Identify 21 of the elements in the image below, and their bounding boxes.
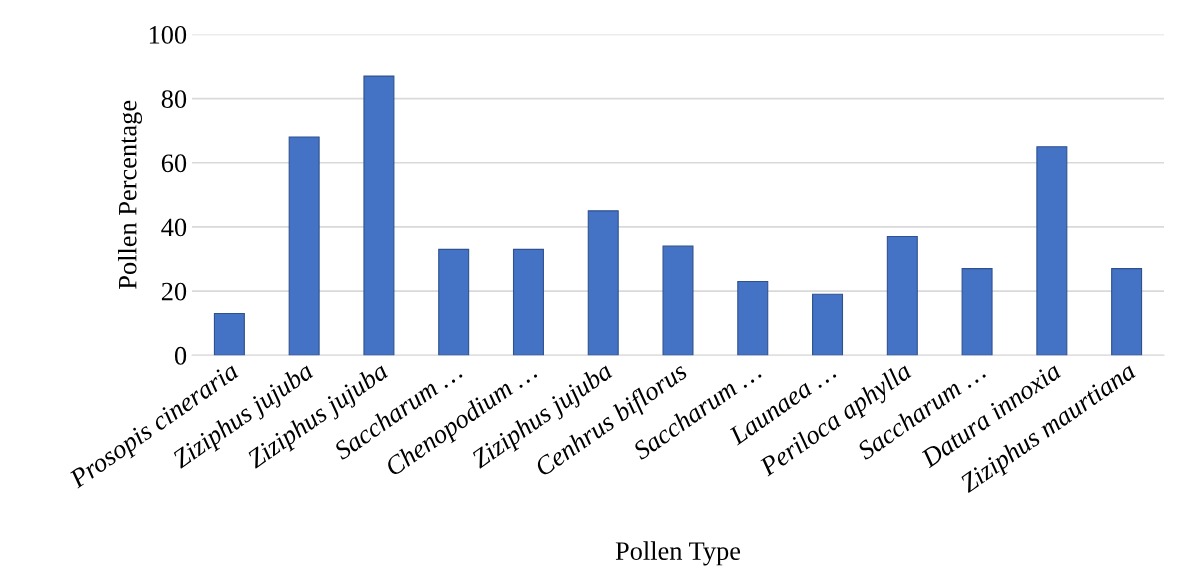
y-tick-label: 100: [149, 25, 187, 44]
x-axis-title: Pollen Type: [615, 541, 741, 566]
bar: [812, 293, 844, 356]
y-tick-label: 20: [161, 282, 187, 301]
y-tick-label: 60: [161, 154, 187, 173]
bar: [1111, 268, 1143, 356]
y-tick-label: 80: [161, 90, 187, 108]
bar: [213, 312, 245, 356]
bar: [662, 245, 694, 356]
bar: [961, 268, 993, 356]
y-tick-label: 0: [174, 346, 187, 365]
bar: [363, 75, 395, 356]
bar: [288, 136, 320, 356]
bar: [1036, 146, 1068, 356]
y-axis-title: Pollen Percentage: [117, 100, 142, 289]
bar: [438, 248, 470, 356]
bar: [512, 248, 544, 356]
y-tick-label: 40: [161, 218, 187, 237]
bar: [737, 280, 769, 356]
bar: [886, 235, 918, 356]
bar: [587, 210, 619, 356]
